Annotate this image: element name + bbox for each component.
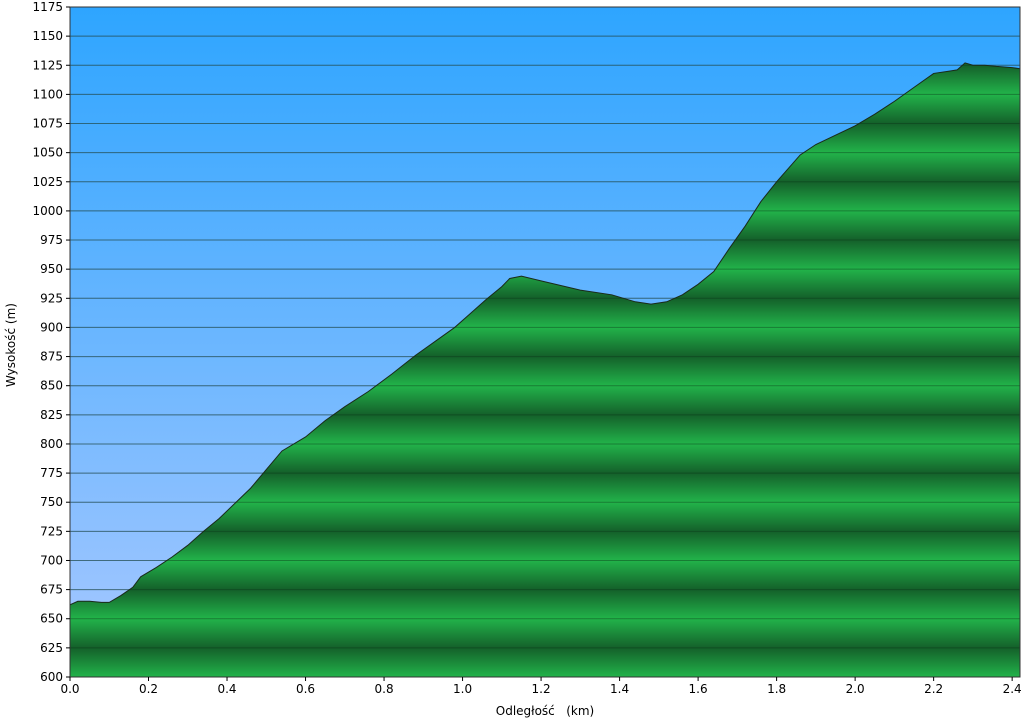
x-tick-label: 1.6	[689, 682, 708, 696]
y-tick-label: 725	[40, 524, 63, 538]
x-tick-label: 1.4	[610, 682, 629, 696]
y-tick-label: 1125	[32, 58, 63, 72]
x-tick-label: 0.0	[60, 682, 79, 696]
x-tick-label: 2.2	[924, 682, 943, 696]
y-tick-label: 1025	[32, 175, 63, 189]
x-tick-label: 1.8	[767, 682, 786, 696]
x-tick-label: 0.4	[217, 682, 236, 696]
y-tick-label: 1150	[32, 29, 63, 43]
x-axis-title: Odległość (km)	[496, 704, 594, 718]
y-tick-label: 1100	[32, 87, 63, 101]
y-tick-label: 650	[40, 612, 63, 626]
y-tick-label: 925	[40, 291, 63, 305]
y-axis-title: Wysokość (m)	[4, 303, 18, 387]
y-tick-label: 1075	[32, 117, 63, 131]
x-tick-label: 0.8	[375, 682, 394, 696]
y-tick-label: 950	[40, 262, 63, 276]
y-tick-label: 1175	[32, 0, 63, 14]
y-tick-label: 675	[40, 583, 63, 597]
y-tick-label: 600	[40, 670, 63, 684]
x-tick-label: 0.2	[139, 682, 158, 696]
elevation-area	[70, 62, 1020, 677]
y-tick-label: 625	[40, 641, 63, 655]
x-axis: 0.0 0.2 0.4 0.6 0.8 1.0 1.2 1.4 1.6 1.8 2.0 2.2 2.4	[60, 677, 1022, 696]
y-tick-label: 1000	[32, 204, 63, 218]
y-tick-label: 850	[40, 379, 63, 393]
plot-border	[69, 6, 1021, 678]
y-axis: 600 625 650 675 700 725 750 775 800 825 850 875 900 9…	[32, 0, 70, 684]
y-tick-label: 1050	[32, 146, 63, 160]
x-tick-label: 1.2	[532, 682, 551, 696]
x-tick-label: 1.0	[453, 682, 472, 696]
x-tick-label: 2.0	[846, 682, 865, 696]
y-tick-label: 700	[40, 553, 63, 567]
grid-lines-over-area	[70, 7, 1020, 677]
elevation-line	[70, 62, 1020, 606]
y-tick-label: 775	[40, 466, 63, 480]
x-tick-label: 2.4	[1003, 682, 1022, 696]
y-tick-label: 825	[40, 408, 63, 422]
y-tick-label: 975	[40, 233, 63, 247]
y-tick-label: 900	[40, 320, 63, 334]
y-tick-label: 875	[40, 350, 63, 364]
y-tick-label: 750	[40, 495, 63, 509]
y-tick-label: 800	[40, 437, 63, 451]
x-tick-label: 0.6	[296, 682, 315, 696]
